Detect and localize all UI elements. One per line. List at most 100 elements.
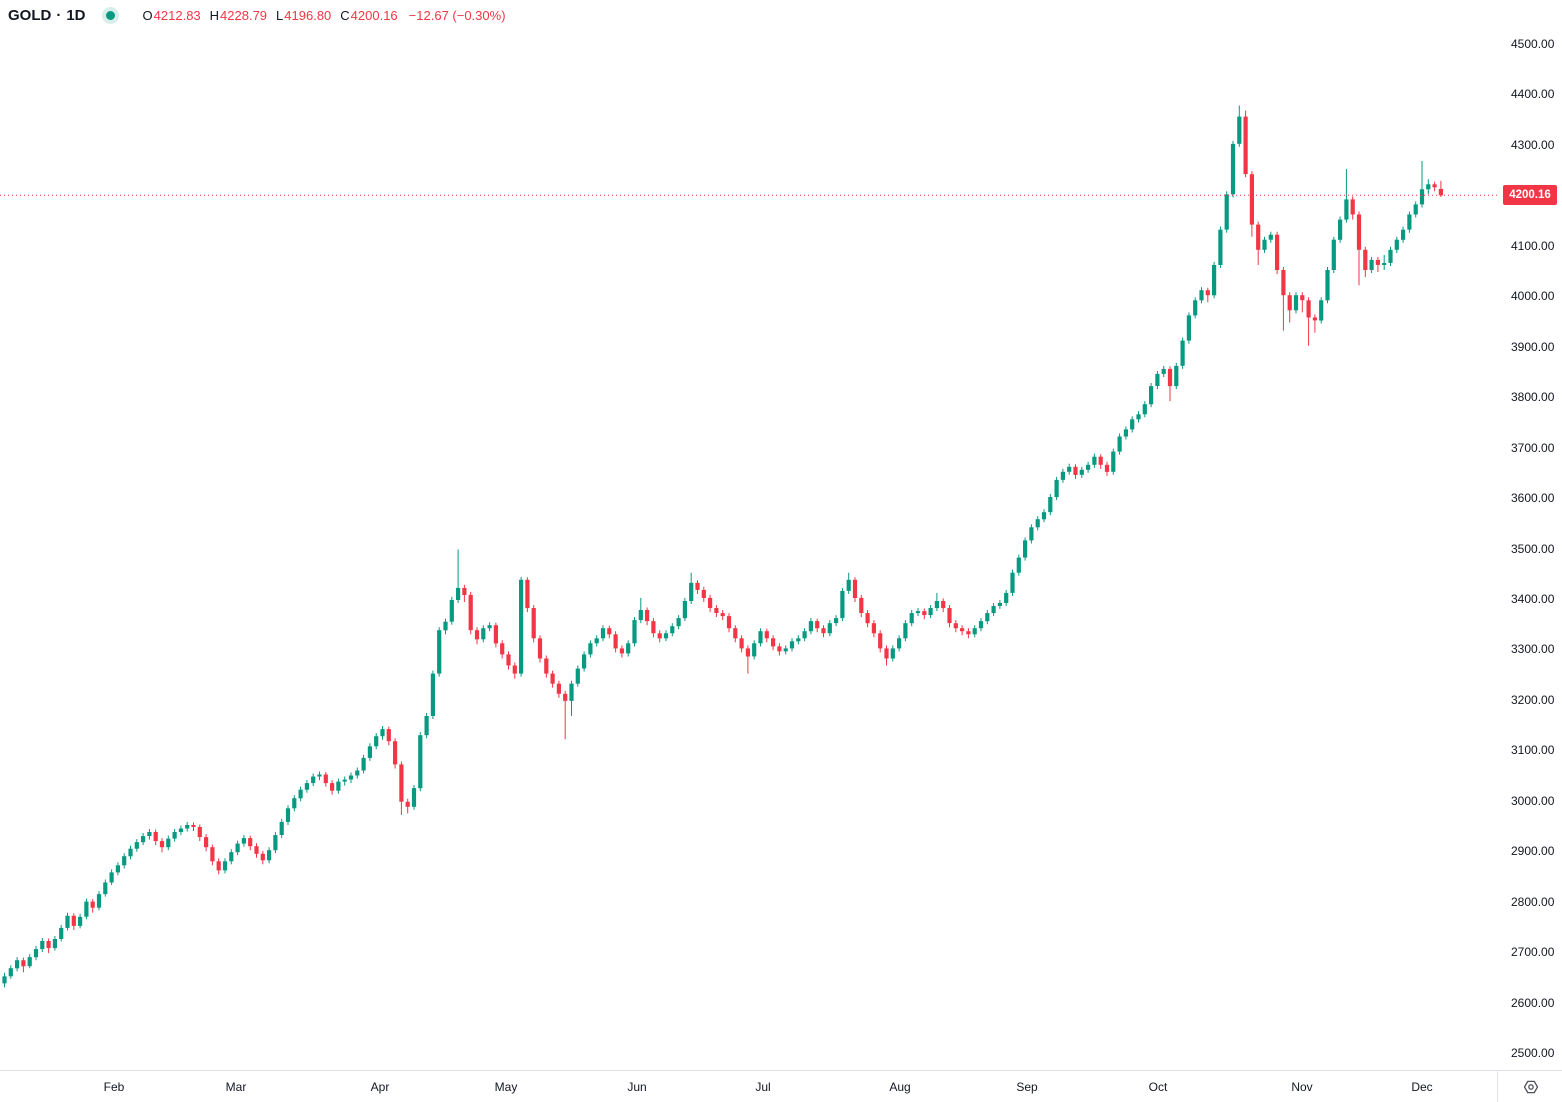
candle-body (582, 654, 587, 669)
candle-body (96, 894, 102, 908)
symbol-name: GOLD (8, 6, 52, 24)
candle-body (304, 783, 309, 790)
price-axis[interactable]: 4200.16 4500.00 4400.00 4300.00 4100.00 4000… (1497, 0, 1562, 1070)
candle-body (758, 631, 763, 644)
candle-body (1079, 469, 1084, 475)
candle-body (903, 623, 908, 639)
candle-body (1363, 249, 1368, 270)
candle-body (424, 716, 429, 736)
candle-body (222, 861, 228, 871)
market-status-dot[interactable] (101, 6, 119, 24)
candle-body (500, 643, 505, 655)
candle-body (739, 638, 744, 649)
candle-body (260, 853, 265, 861)
candle-body (720, 613, 725, 617)
candle-body (311, 776, 316, 784)
candle-body (645, 610, 650, 622)
candle-body (380, 729, 385, 737)
candle-body (871, 623, 876, 634)
candle-body (71, 915, 76, 926)
candle-body (1161, 368, 1166, 374)
candle-body (657, 633, 662, 639)
candle-body (1029, 527, 1034, 541)
candle-body (330, 783, 335, 791)
candle-body (27, 957, 32, 967)
price-axis-label: 4000.00 (1511, 289, 1555, 304)
candle-body (456, 587, 461, 600)
candle-body (1199, 290, 1204, 301)
candle-body (985, 613, 990, 622)
candle-body (1300, 295, 1305, 301)
candle-body (1149, 386, 1154, 405)
candle-body (663, 633, 669, 639)
candle-body (550, 673, 555, 684)
time-axis[interactable]: Feb Mar Apr May Jun Jul Aug Sep Oct Nov Dec (0, 1070, 1497, 1102)
candle-body (273, 835, 278, 851)
candle-body (59, 927, 64, 939)
candle-body (1375, 259, 1380, 265)
candle-body (178, 828, 183, 832)
candle-body (1432, 184, 1437, 188)
candle-body (600, 628, 606, 639)
candle-body (708, 597, 713, 608)
candle-body (216, 861, 221, 871)
candle-body (40, 941, 45, 950)
candle-body (1067, 466, 1072, 472)
time-axis-month-label: Sep (1016, 1080, 1038, 1094)
candle-body (556, 683, 561, 694)
candle-body (474, 630, 480, 640)
candlestick-plot[interactable] (0, 0, 1497, 1070)
price-axis-label: 3400.00 (1511, 591, 1555, 606)
candle-body (367, 746, 372, 758)
chart-plot-area[interactable] (0, 0, 1497, 1070)
candle-body (1293, 295, 1299, 311)
time-axis-month-label: May (494, 1080, 518, 1094)
candle-body (1111, 451, 1116, 472)
candle-body (1035, 519, 1040, 528)
candle-body (153, 832, 158, 842)
candle-body (78, 916, 83, 926)
candle-body (745, 648, 750, 657)
change-value: −12.67 (−0.30%) (408, 7, 506, 23)
candle-body (978, 621, 984, 629)
time-axis-month-label: Dec (1411, 1080, 1433, 1094)
candle-body (1356, 214, 1362, 250)
candle-body (802, 631, 807, 639)
candle-body (594, 638, 599, 644)
candle-body (248, 838, 253, 847)
candle-body (1243, 116, 1248, 175)
symbol-title[interactable]: GOLD · 1D (8, 7, 86, 24)
candle-body (1073, 466, 1078, 475)
candle-body (103, 882, 108, 895)
candle-body (808, 621, 813, 632)
price-axis-label: 3100.00 (1511, 743, 1555, 758)
last-price-tag: 4200.16 (1503, 185, 1557, 206)
gear-icon[interactable] (1523, 1079, 1539, 1095)
candle-body (934, 601, 939, 609)
candle-body (241, 838, 246, 844)
price-axis-label: 3200.00 (1511, 692, 1555, 707)
price-axis-label: 3700.00 (1511, 440, 1555, 455)
candle-body (928, 608, 933, 616)
candle-body (1237, 116, 1242, 144)
candle-body (1224, 194, 1229, 230)
candle-body (960, 628, 965, 632)
candle-body (1230, 143, 1236, 195)
candle-body (613, 634, 618, 649)
candle-body (1186, 315, 1191, 341)
candle-body (84, 901, 89, 917)
candle-body (1167, 368, 1173, 387)
candle-body (569, 683, 574, 701)
candle-body (185, 825, 190, 829)
candle-body (1041, 512, 1047, 520)
price-axis-label: 3900.00 (1511, 339, 1555, 354)
time-axis-month-label: Jul (755, 1080, 771, 1094)
close-value: C4200.16 (340, 7, 398, 23)
candle-body (172, 832, 177, 839)
candle-body (915, 611, 921, 614)
time-axis-month-label: Oct (1148, 1080, 1168, 1094)
candle-body (1092, 456, 1097, 465)
candle-body (487, 625, 492, 629)
candle-body (399, 764, 404, 802)
candle-body (1388, 249, 1393, 263)
